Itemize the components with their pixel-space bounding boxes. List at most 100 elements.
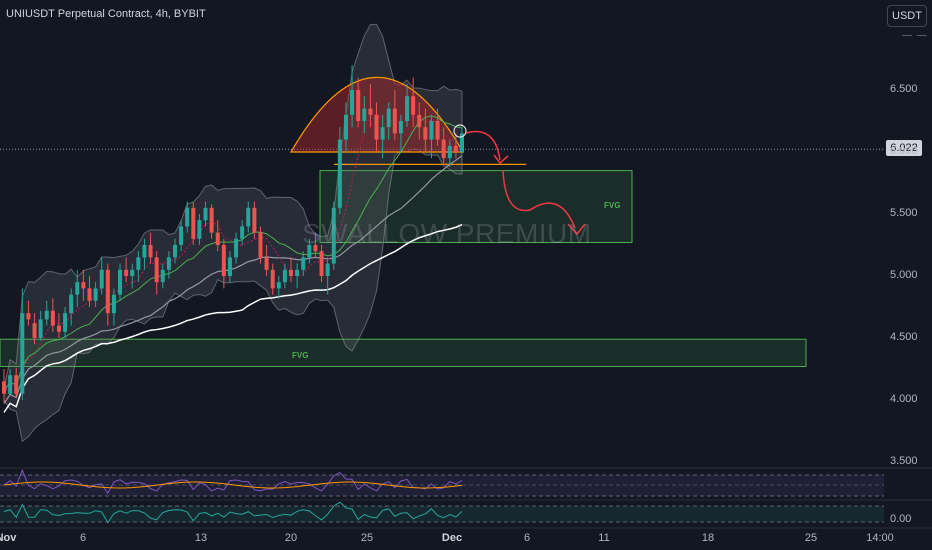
candle-body — [343, 114, 348, 140]
candle-body — [331, 207, 336, 264]
y-tick-label: 3.500 — [890, 455, 918, 467]
fvg-zone — [0, 338, 807, 368]
candle-body — [429, 121, 434, 140]
arrowhead-2-icon — [567, 223, 586, 236]
candle-body — [44, 310, 49, 320]
candle-body — [246, 207, 251, 227]
candle-body — [405, 96, 410, 121]
x-tick-label: Nov — [0, 532, 17, 544]
candle-body — [282, 269, 287, 283]
osc-line — [3, 501, 463, 524]
x-tick-label: 14:00 — [866, 532, 894, 544]
candle-body — [380, 127, 385, 140]
moving-averages — [3, 114, 463, 413]
candle-body — [179, 226, 184, 245]
candle-body — [38, 319, 43, 338]
candle-body — [14, 375, 19, 394]
watermark: SWALLOW PREMIUM — [302, 218, 592, 249]
candle-body — [240, 226, 245, 239]
candle-body — [319, 251, 324, 276]
candle-body — [172, 245, 177, 258]
candle-body — [148, 245, 153, 258]
candle-body — [118, 269, 123, 295]
projection-arrow-2 — [502, 169, 576, 229]
annotations-layer — [453, 124, 586, 236]
candle-body — [56, 325, 61, 332]
target-circle-icon — [453, 124, 467, 138]
candle-body — [301, 257, 306, 270]
candle-body — [234, 238, 239, 258]
x-tick-label: 25 — [804, 532, 818, 544]
projection-arrow-1 — [465, 130, 501, 161]
candle-body — [69, 294, 74, 314]
x-tick-label: 6 — [79, 532, 87, 544]
candle-body — [441, 139, 446, 159]
candle-body — [63, 313, 68, 332]
oscillator-zero-tick: 0.00 — [890, 513, 912, 525]
y-tick-label: 4.500 — [890, 331, 918, 343]
candle-body — [325, 263, 330, 276]
x-tick-label: 20 — [284, 532, 298, 544]
y-tick-label: 5.000 — [890, 269, 918, 281]
candle-body — [197, 220, 202, 239]
osc-pane-background — [0, 506, 884, 522]
candle-body — [307, 245, 312, 258]
candles-layer — [2, 65, 464, 403]
currency-button[interactable]: USDT — [887, 5, 927, 27]
x-tick-label: 18 — [701, 532, 715, 544]
candle-body — [81, 282, 86, 289]
candle-body — [111, 294, 116, 314]
candle-body — [221, 245, 226, 276]
candle-body — [75, 282, 80, 295]
candle-body — [166, 257, 171, 270]
candle-body — [423, 127, 428, 140]
candle-body — [453, 145, 458, 152]
candle-body — [26, 313, 31, 320]
candle-body — [227, 257, 232, 276]
candle-body — [136, 257, 141, 270]
candle-body — [350, 90, 355, 115]
candle-body — [50, 310, 55, 326]
ma-long-line — [3, 224, 463, 413]
candle-body — [264, 257, 269, 270]
candle-body — [130, 269, 135, 276]
candle-body — [191, 207, 196, 239]
candle-body — [215, 232, 220, 245]
more-dots-icon[interactable]: — — — [902, 30, 928, 41]
candle-body — [105, 269, 110, 314]
candle-body — [93, 288, 98, 301]
candle-body — [209, 207, 214, 233]
y-tick-label: 6.000 — [890, 145, 918, 157]
candle-body — [87, 288, 92, 301]
candle-body — [20, 313, 25, 394]
candle-body — [295, 269, 300, 276]
candle-body — [142, 245, 147, 258]
candle-body — [386, 108, 391, 128]
candle-body — [392, 108, 397, 134]
candle-body — [460, 133, 464, 152]
oscillator-panes — [0, 467, 932, 529]
x-tick-label: 6 — [523, 532, 531, 544]
rsi-pane-background — [0, 475, 884, 496]
last-price-tag: 6.022 — [886, 140, 922, 156]
candle-body — [362, 108, 367, 121]
candle-body — [154, 257, 159, 283]
candle-body — [289, 269, 294, 276]
candle-body — [417, 114, 422, 128]
x-tick-label: 11 — [598, 532, 610, 544]
candle-body — [185, 207, 190, 227]
candle-body — [270, 269, 275, 289]
candle-body — [2, 381, 6, 394]
candle-body — [8, 375, 13, 394]
y-tick-label: 5.500 — [890, 207, 918, 219]
candle-body — [124, 269, 129, 276]
candle-body — [160, 269, 165, 283]
candle-body — [313, 245, 318, 252]
candle-body — [368, 108, 373, 115]
ma-mid-line — [3, 155, 463, 405]
candle-body — [356, 90, 361, 121]
x-tick-label: Dec — [441, 532, 463, 544]
candle-body — [99, 269, 104, 289]
rsi-line — [3, 468, 463, 495]
